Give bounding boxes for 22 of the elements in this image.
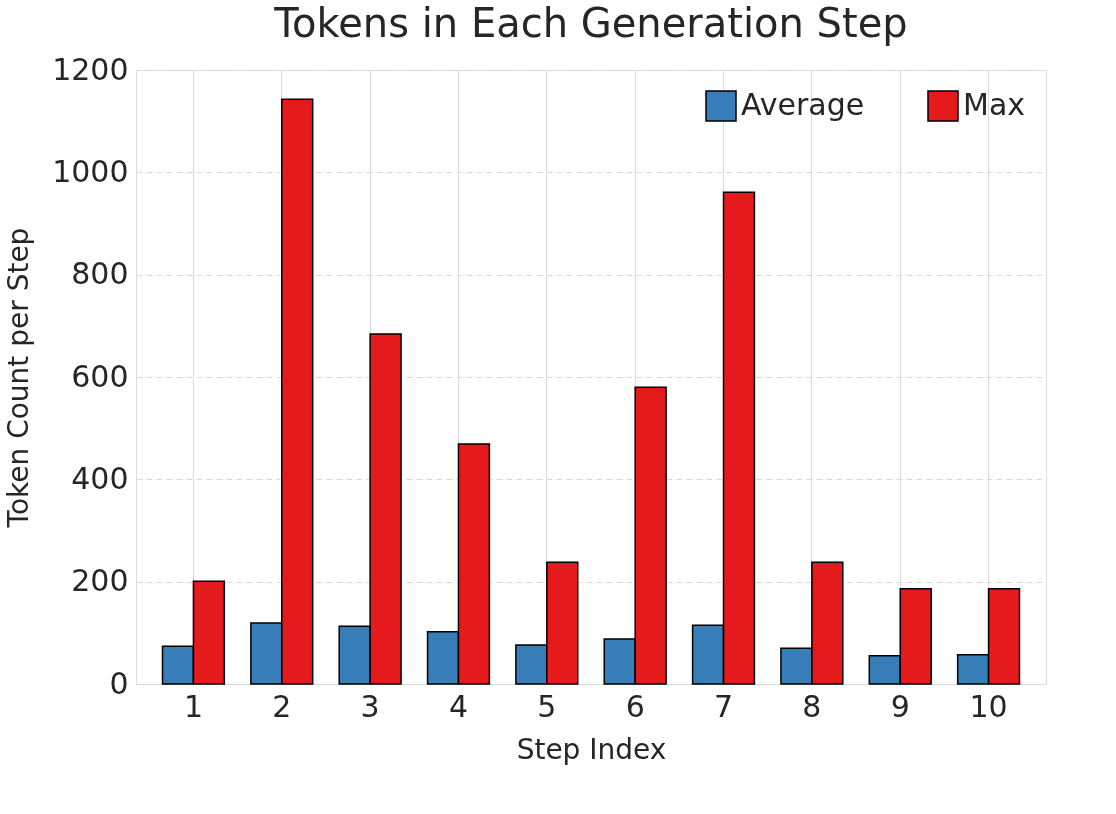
legend-label: Average <box>741 87 865 122</box>
x-tick-label: 1 <box>183 688 203 724</box>
x-tick-label: 2 <box>272 688 292 724</box>
legend-label: Max <box>963 87 1026 122</box>
x-tick-label: 8 <box>802 688 822 724</box>
x-tick-label: 10 <box>969 688 1008 724</box>
y-tick-label: 1000 <box>52 153 129 189</box>
chart-title: Tokens in Each Generation Step <box>273 0 908 46</box>
y-tick-label: 400 <box>71 460 129 496</box>
x-tick-label: 9 <box>890 688 910 724</box>
x-tick-label: 7 <box>713 688 734 724</box>
x-tick-label: 6 <box>625 688 645 724</box>
y-tick-label: 800 <box>71 256 129 292</box>
y-tick-label: 1200 <box>52 51 129 87</box>
x-axis-title: Step Index <box>516 732 667 766</box>
x-tick-label: 5 <box>537 688 557 724</box>
x-tick-label: 3 <box>360 688 380 724</box>
y-tick-label: 0 <box>109 665 129 701</box>
y-tick-label: 600 <box>71 358 129 394</box>
y-axis-title: Token Count per Step <box>2 227 36 529</box>
y-tick-label: 200 <box>71 563 129 599</box>
x-tick-label: 4 <box>448 688 469 724</box>
